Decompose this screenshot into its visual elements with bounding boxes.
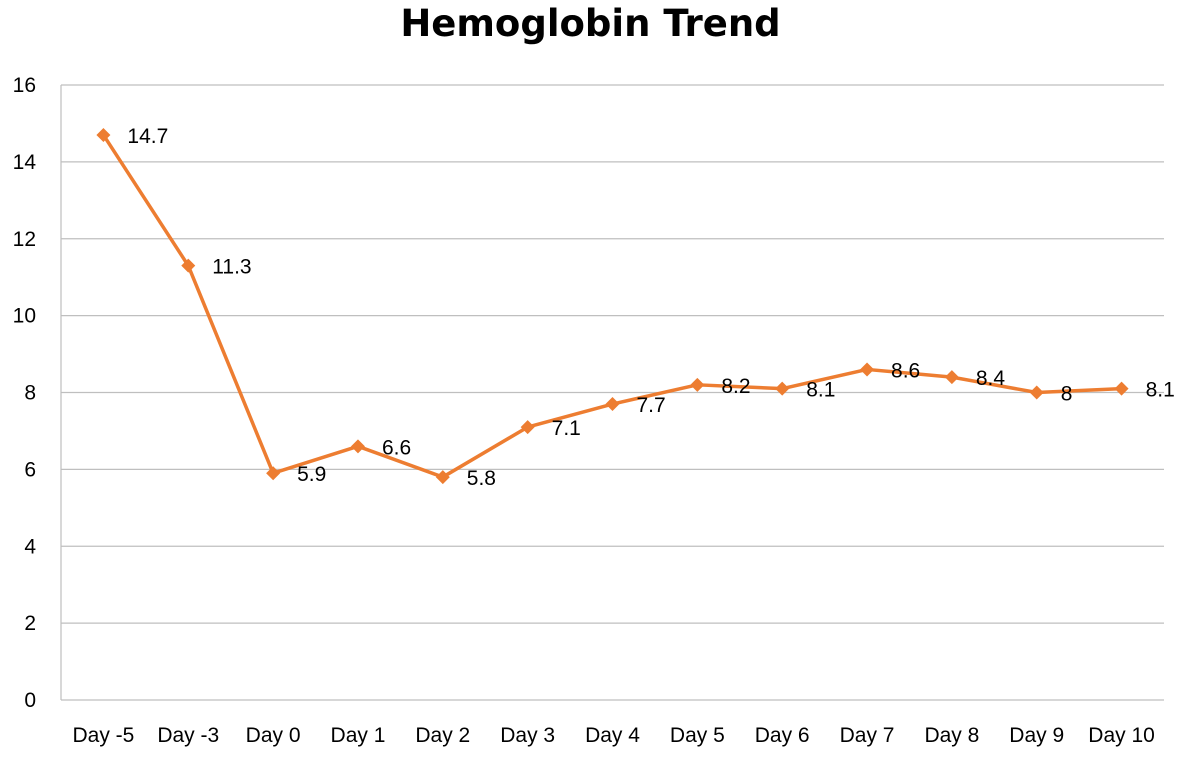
x-tick-label: Day 1 [331,724,386,747]
series-line [101,134,1122,479]
data-point-marker [690,377,705,392]
y-tick-label: 14 [13,151,37,174]
data-label: 6.6 [382,436,411,459]
data-label: 8.2 [721,375,750,398]
data-label: 5.8 [467,467,496,490]
data-label: 7.7 [637,394,666,417]
x-tick-label: Day -3 [157,724,219,747]
data-label: 8.4 [976,367,1006,390]
y-tick-label: 8 [24,382,36,405]
data-point-marker [860,362,875,377]
x-tick-label: Day 7 [840,724,895,747]
data-point-marker [435,470,450,485]
data-point-marker [266,466,281,481]
data-label: 5.9 [297,463,326,486]
series-hemoglobin [96,127,1129,485]
chart-title: Hemoglobin Trend [400,2,781,45]
x-tick-label: Day 9 [1009,724,1064,747]
data-label: 14.7 [127,125,168,148]
x-tick-label: Day -5 [72,724,134,747]
data-labels: 14.7 11.3 5.9 6.6 5.8 7.1 7.7 8.2 8.1 8.6 8.4 8 8.1 [127,125,1174,490]
data-point-marker [944,370,959,385]
data-point-marker [775,381,790,396]
y-tick-label: 2 [24,612,36,635]
data-label: 8.6 [891,359,920,382]
y-tick-label: 0 [24,689,36,712]
data-point-marker [605,397,620,412]
x-tick-label: Day 0 [246,724,301,747]
y-tick-label: 4 [24,535,36,558]
y-tick-label: 6 [24,458,36,481]
data-point-marker [520,420,535,435]
data-label: 11.3 [212,256,251,279]
data-point-marker [1029,385,1044,400]
y-tick-label: 10 [13,305,36,328]
axes: 0 2 4 6 8 10 12 14 16 Day -5 Day -3 Day 0 Day 1 Day 2… [13,74,1164,747]
x-tick-label: Day 10 [1088,724,1155,747]
data-label: 7.1 [552,417,581,440]
x-tick-label: Day 8 [924,724,979,747]
gridlines [61,84,1164,624]
data-point-marker [96,127,111,142]
data-label: 8 [1061,383,1073,406]
y-tick-label: 12 [13,228,36,251]
x-tick-label: Day 5 [670,724,725,747]
data-label: 8.1 [806,379,835,402]
data-point-marker [181,258,196,273]
data-point-marker [1114,381,1129,396]
data-label: 8.1 [1146,379,1175,402]
x-tick-label: Day 3 [500,724,555,747]
x-tick-label: Day 4 [585,724,640,747]
x-tick-label: Day 6 [755,724,810,747]
x-tick-label: Day 2 [415,724,470,747]
data-point-marker [350,439,365,454]
y-tick-label: 16 [13,74,36,97]
